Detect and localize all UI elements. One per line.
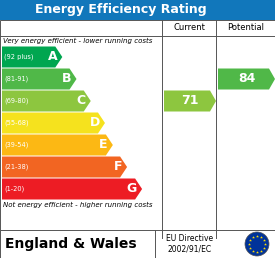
Polygon shape <box>2 157 127 178</box>
Text: B: B <box>62 72 72 85</box>
Bar <box>0 20 275 238</box>
Text: (69-80): (69-80) <box>4 98 29 104</box>
Text: 71: 71 <box>181 94 199 108</box>
Text: England & Wales: England & Wales <box>5 237 137 251</box>
Text: G: G <box>127 182 137 196</box>
Text: 84: 84 <box>238 72 255 85</box>
Polygon shape <box>218 69 275 90</box>
Text: Energy Efficiency Rating: Energy Efficiency Rating <box>35 4 207 17</box>
Text: C: C <box>77 94 86 108</box>
Text: EU Directive
2002/91/EC: EU Directive 2002/91/EC <box>166 234 214 254</box>
Text: (21-38): (21-38) <box>4 164 28 170</box>
Text: (55-68): (55-68) <box>4 120 29 126</box>
Polygon shape <box>2 91 91 111</box>
Polygon shape <box>2 179 142 199</box>
Text: F: F <box>114 160 122 173</box>
Text: Very energy efficient - lower running costs: Very energy efficient - lower running co… <box>3 38 152 44</box>
Text: Not energy efficient - higher running costs: Not energy efficient - higher running co… <box>3 202 153 208</box>
Text: (92 plus): (92 plus) <box>4 54 34 60</box>
Polygon shape <box>2 69 76 90</box>
Text: A: A <box>48 51 57 63</box>
Text: D: D <box>90 117 100 130</box>
Polygon shape <box>164 91 216 111</box>
Polygon shape <box>2 134 113 156</box>
Text: Current: Current <box>173 23 205 33</box>
Bar <box>0 230 275 258</box>
Polygon shape <box>2 46 62 68</box>
Bar <box>0 0 275 20</box>
Text: (1-20): (1-20) <box>4 186 24 192</box>
Text: Potential: Potential <box>227 23 264 33</box>
Text: E: E <box>99 139 108 151</box>
Text: (39-54): (39-54) <box>4 142 28 148</box>
Circle shape <box>245 232 269 256</box>
Text: (81-91): (81-91) <box>4 76 28 82</box>
Polygon shape <box>2 112 105 133</box>
